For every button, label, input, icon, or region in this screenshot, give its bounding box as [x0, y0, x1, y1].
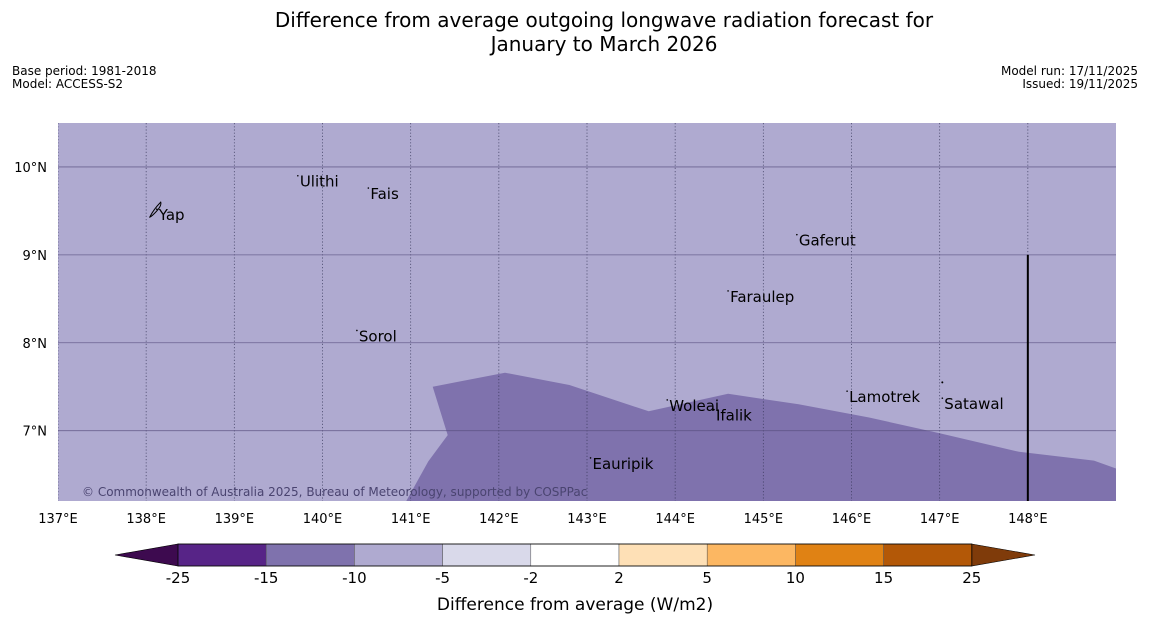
island-dot — [367, 187, 370, 189]
chart-title: Difference from average outgoing longwav… — [0, 8, 1150, 56]
colorbar-swatch — [795, 543, 884, 567]
chart-title-line1: Difference from average outgoing longwav… — [274, 8, 934, 32]
island-dot — [846, 390, 848, 392]
model-run-text: Model run: 17/11/2025 — [1000, 64, 1138, 78]
colorbar-swatch — [265, 543, 355, 567]
island-dot — [941, 381, 944, 384]
place-label-woleai: Woleai — [669, 397, 719, 415]
colorbar-tick-label: 5 — [702, 569, 712, 587]
island-dot — [941, 397, 944, 399]
colorbar-label: Difference from average (W/m2) — [437, 595, 713, 615]
lon-tick-label: 143°E — [567, 512, 607, 527]
lon-tick-label: 140°E — [303, 512, 343, 527]
lon-tick-label: 141°E — [391, 512, 431, 527]
colorbar-swatch — [883, 543, 973, 567]
colorbar-swatch — [706, 543, 796, 567]
place-label-lamotrek: Lamotrek — [849, 388, 920, 406]
place-label-fais: Fais — [370, 185, 399, 203]
colorbar-tick-label: 15 — [874, 569, 893, 587]
island-dot — [796, 233, 798, 236]
colorbar-under-arrow — [114, 543, 179, 567]
copyright-text: © Commonwealth of Australia 2025, Bureau… — [82, 485, 587, 499]
colorbar-tick-label: -10 — [342, 569, 367, 587]
colorbar-tick-label: 25 — [962, 569, 981, 587]
colorbar-tick-label: 10 — [786, 569, 805, 587]
place-label-satawal: Satawal — [944, 395, 1003, 413]
colorbar-tick-label: -5 — [435, 569, 450, 587]
island-dot — [727, 290, 729, 292]
lon-tick-label: 139°E — [215, 512, 255, 527]
anomaly-region — [406, 372, 1116, 501]
lon-tick-label: 146°E — [832, 512, 872, 527]
place-label-sorol: Sorol — [359, 327, 397, 345]
lat-tick-label: 7°N — [23, 425, 48, 440]
lon-tick-label: 138°E — [126, 512, 166, 527]
lon-tick-label: 144°E — [655, 512, 695, 527]
place-label-yap: Yap — [158, 206, 185, 224]
base-period-text: Base period: 1981-2018 — [12, 64, 157, 78]
island-dot — [356, 329, 358, 332]
place-label-ulithi: Ulithi — [300, 173, 339, 191]
lon-tick-label: 147°E — [920, 512, 960, 527]
island-dot — [297, 174, 299, 177]
colorbar-swatch — [354, 543, 443, 567]
yap-island-outline — [148, 201, 162, 218]
lat-tick-label: 10°N — [14, 161, 47, 176]
run-info: Model run: 17/11/2025 Issued: 19/11/2025 — [1001, 65, 1138, 91]
colorbar-swatch — [618, 543, 708, 567]
island-dot — [155, 208, 158, 210]
lon-tick-label: 145°E — [744, 512, 784, 527]
island-dot — [589, 457, 592, 459]
lat-tick-label: 8°N — [23, 337, 48, 352]
island-dot — [713, 408, 715, 411]
base-info: Base period: 1981-2018 Model: ACCESS-S2 — [12, 65, 157, 91]
colorbar-swatch — [442, 543, 532, 567]
lon-tick-label: 148°E — [1008, 512, 1048, 527]
colorbar-tick-label: -15 — [254, 569, 279, 587]
colorbar-over-arrow — [971, 543, 1036, 567]
colorbar-swatch — [177, 543, 267, 567]
colorbar-tick-label: 2 — [614, 569, 624, 587]
place-label-ifalik: Ifalik — [716, 407, 752, 425]
lon-tick-label: 142°E — [479, 512, 519, 527]
island-dot — [666, 399, 669, 401]
colorbar-frame — [177, 543, 973, 567]
place-label-eauripik: Eauripik — [593, 455, 654, 473]
colorbar-tick-label: -25 — [166, 569, 191, 587]
lat-tick-label: 9°N — [23, 249, 48, 264]
colorbar-swatch — [530, 543, 620, 567]
model-text: Model: ACCESS-S2 — [12, 77, 124, 91]
chart-title-line2: January to March 2026 — [490, 32, 718, 56]
issued-text: Issued: 19/11/2025 — [1022, 77, 1138, 91]
map-area: Ulithi Fais Yap Gaferut Faraulep Sorol Lamotre… — [58, 123, 1116, 501]
place-label-faraulep: Faraulep — [730, 288, 794, 306]
place-label-gaferut: Gaferut — [799, 232, 856, 250]
colorbar-tick-label: -2 — [523, 569, 538, 587]
lon-tick-label: 137°E — [38, 512, 78, 527]
